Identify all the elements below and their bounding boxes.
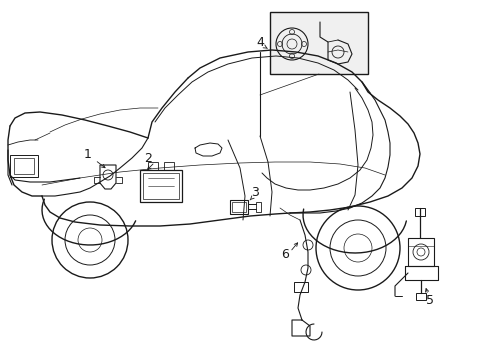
Text: 2: 2 (144, 152, 152, 165)
Bar (163, 162, 174, 170)
Text: 4: 4 (256, 36, 264, 49)
Bar (415, 293, 425, 300)
Bar (293, 282, 307, 292)
Text: 6: 6 (281, 248, 288, 261)
Bar (269, 12, 367, 74)
Text: 3: 3 (250, 186, 259, 199)
Polygon shape (100, 165, 116, 189)
Text: 1: 1 (84, 148, 92, 162)
Bar (142, 173, 179, 199)
Bar (229, 200, 247, 214)
Bar (140, 170, 182, 202)
Bar (148, 162, 158, 170)
Bar (14, 158, 34, 174)
Text: 5: 5 (425, 293, 433, 306)
Bar (256, 202, 261, 212)
Bar (414, 208, 424, 216)
Bar (10, 155, 38, 177)
Polygon shape (407, 238, 433, 266)
Bar (231, 202, 245, 212)
